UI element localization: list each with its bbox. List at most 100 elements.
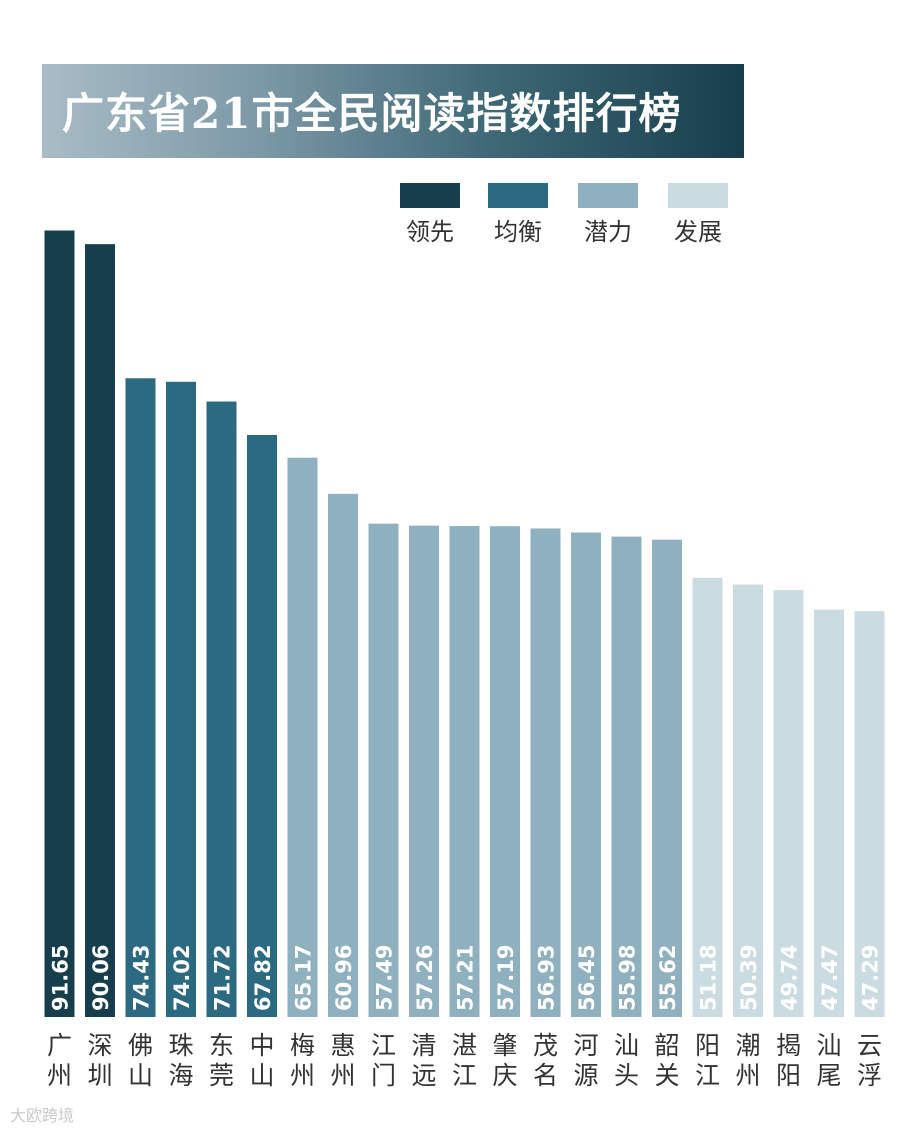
value-label-6: 67.82	[251, 945, 275, 1011]
category-label-19-char-1: 揭	[776, 1031, 801, 1060]
bar-14	[571, 532, 601, 1017]
bar-1	[44, 230, 75, 1017]
category-label-8-char-1: 惠	[330, 1031, 355, 1060]
value-label-1: 91.65	[49, 945, 73, 1011]
legend-label-4: 发展	[674, 218, 722, 246]
legend-label-2: 均衡	[494, 218, 542, 246]
bar-16	[652, 539, 682, 1017]
bar-8	[328, 493, 358, 1018]
category-label-13-char-2: 名	[533, 1061, 558, 1090]
category-label-18-char-2: 州	[735, 1061, 760, 1090]
category-label-8-char-2: 州	[330, 1061, 355, 1090]
value-label-10: 57.26	[413, 945, 437, 1011]
category-label-9-char-1: 江	[371, 1031, 396, 1060]
value-label-13: 56.93	[535, 945, 559, 1011]
bars-group	[44, 230, 885, 1018]
category-label-16-char-1: 韶	[654, 1031, 679, 1060]
category-label-16-char-2: 关	[654, 1061, 679, 1090]
watermark-text: 大欧跨境	[10, 1106, 75, 1125]
bar-10	[409, 525, 439, 1017]
category-label-6-char-2: 山	[249, 1061, 274, 1090]
bar-17	[692, 577, 723, 1017]
category-label-4-char-1: 珠	[168, 1031, 193, 1060]
bar-11	[449, 526, 480, 1017]
category-label-15-char-2: 头	[614, 1061, 639, 1090]
bar-9	[368, 523, 399, 1017]
bar-6	[247, 434, 277, 1017]
chart-title: 广东省21市全民阅读指数排行榜	[62, 89, 682, 138]
value-label-2: 90.06	[89, 945, 113, 1011]
legend: 领先 均衡 潜力 发展	[400, 183, 728, 246]
category-label-13-char-1: 茂	[533, 1031, 558, 1060]
value-label-5: 71.72	[211, 945, 235, 1011]
category-label-17-char-2: 江	[695, 1061, 720, 1090]
legend-swatch-4	[668, 183, 728, 208]
bar-13	[530, 528, 561, 1017]
category-label-11-char-2: 江	[452, 1061, 477, 1090]
category-label-4-char-2: 海	[168, 1061, 193, 1090]
value-labels-group: 91.65 90.06 74.43 74.02 71.72 67.82 65.17 60.96…	[49, 945, 883, 1011]
bar-19	[773, 590, 804, 1017]
category-label-1-char-2: 州	[47, 1061, 72, 1090]
category-label-11-char-1: 湛	[452, 1031, 477, 1060]
bar-21	[854, 611, 885, 1017]
category-label-15-char-1: 汕	[614, 1031, 639, 1060]
bar-18	[733, 584, 763, 1017]
value-label-14: 56.45	[575, 945, 599, 1011]
bar-15	[611, 536, 642, 1017]
value-label-18: 50.39	[737, 945, 761, 1011]
category-label-7-char-1: 梅	[290, 1031, 315, 1060]
value-label-17: 51.18	[697, 945, 721, 1011]
bar-3	[125, 378, 156, 1017]
category-label-20-char-1: 汕	[816, 1031, 841, 1060]
category-label-14-char-1: 河	[573, 1031, 598, 1060]
category-label-7-char-2: 州	[290, 1061, 315, 1090]
bar-2	[85, 244, 115, 1018]
bar-20	[814, 609, 844, 1017]
legend-swatch-1	[400, 183, 460, 208]
value-label-7: 65.17	[292, 945, 316, 1011]
category-label-10-char-2: 远	[411, 1061, 436, 1090]
value-label-19: 49.74	[778, 945, 802, 1011]
category-label-19-char-2: 阳	[776, 1061, 801, 1090]
value-label-4: 74.02	[170, 945, 194, 1011]
category-label-3-char-1: 佛	[128, 1031, 153, 1060]
bar-12	[490, 526, 520, 1017]
legend-swatch-3	[578, 183, 638, 208]
category-labels-group: 广州深圳佛山珠海东莞中山梅州惠州江门清远湛江肇庆茂名河源汕头韶关阳江潮州揭阳汕尾…	[47, 1031, 882, 1090]
value-label-9: 57.49	[373, 945, 397, 1011]
bar-4	[166, 381, 196, 1017]
category-label-21-char-1: 云	[857, 1031, 882, 1060]
category-label-9-char-2: 门	[371, 1061, 396, 1090]
category-label-21-char-2: 浮	[857, 1061, 882, 1090]
title-banner: 广东省21市全民阅读指数排行榜	[42, 64, 744, 158]
value-label-8: 60.96	[332, 945, 356, 1011]
category-label-20-char-2: 尾	[816, 1061, 841, 1090]
legend-label-1: 领先	[406, 218, 454, 246]
legend-swatch-2	[488, 183, 548, 208]
legend-label-3: 潜力	[584, 218, 632, 246]
category-label-12-char-2: 庆	[492, 1061, 517, 1090]
category-label-14-char-2: 源	[573, 1061, 598, 1090]
category-label-2-char-1: 深	[87, 1031, 112, 1060]
value-label-21: 47.29	[859, 945, 883, 1011]
category-label-5-char-2: 莞	[209, 1061, 234, 1090]
category-label-10-char-1: 清	[411, 1031, 436, 1060]
category-label-12-char-1: 肇	[492, 1031, 517, 1060]
category-label-2-char-2: 圳	[87, 1061, 112, 1090]
category-label-6-char-1: 中	[249, 1031, 274, 1060]
category-label-5-char-1: 东	[209, 1031, 234, 1060]
value-label-11: 57.21	[454, 945, 478, 1011]
value-label-20: 47.47	[818, 945, 842, 1011]
value-label-16: 55.62	[656, 945, 680, 1011]
category-label-1-char-1: 广	[47, 1031, 72, 1060]
value-label-15: 55.98	[616, 945, 640, 1011]
bar-5	[206, 401, 237, 1017]
bar-7	[287, 457, 318, 1017]
category-label-17-char-1: 阳	[695, 1031, 720, 1060]
category-label-18-char-1: 潮	[735, 1031, 760, 1060]
value-label-12: 57.19	[494, 945, 518, 1011]
category-label-3-char-2: 山	[128, 1061, 153, 1090]
value-label-3: 74.43	[130, 945, 154, 1011]
